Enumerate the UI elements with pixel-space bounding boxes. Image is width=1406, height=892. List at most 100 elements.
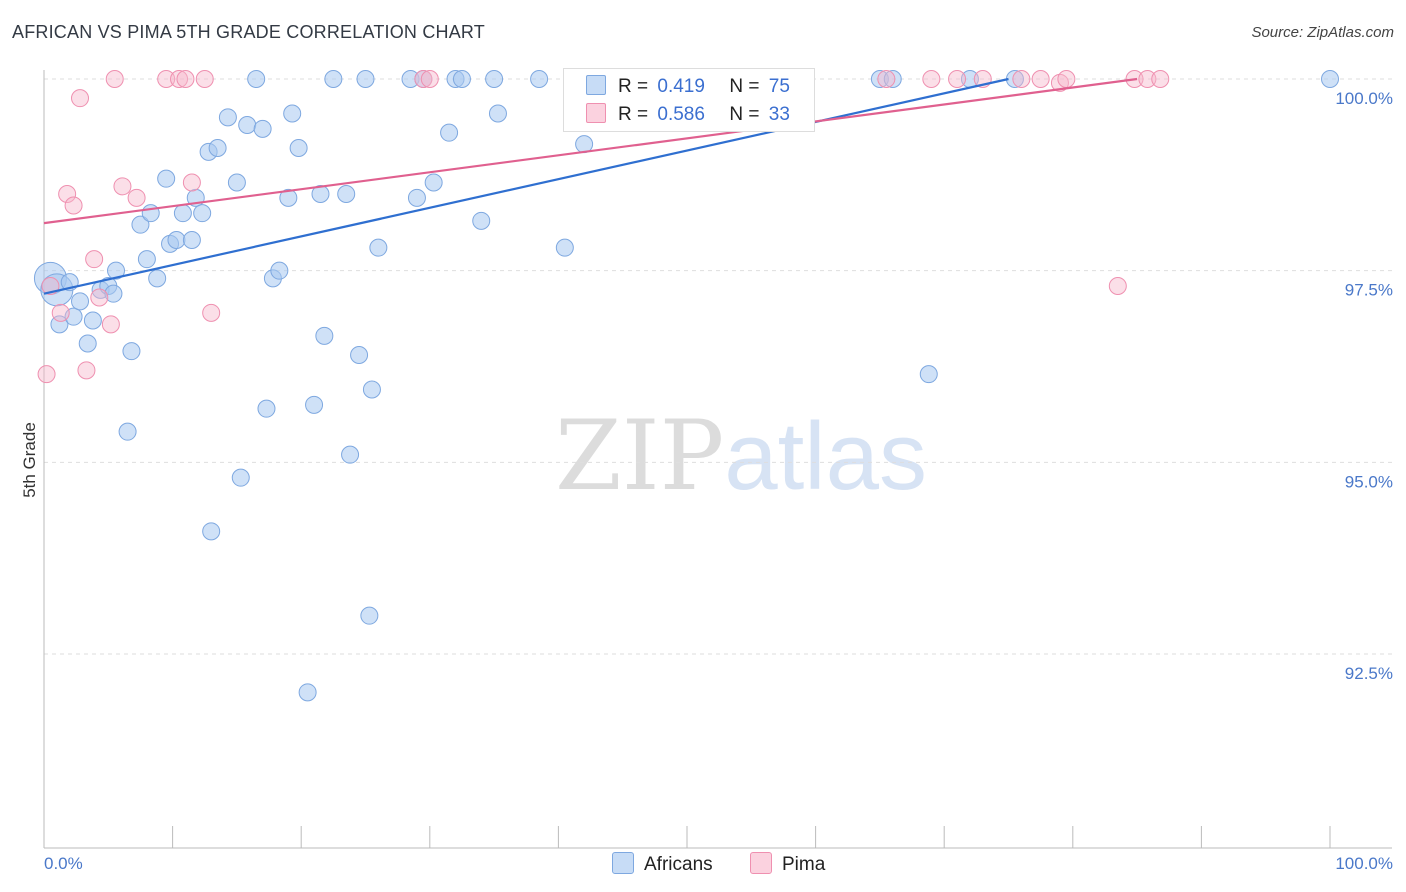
africans-point	[341, 445, 360, 464]
africans-point	[257, 399, 276, 418]
africans-point	[50, 315, 69, 334]
pima-n-value: 33	[768, 104, 790, 125]
pima-point	[922, 70, 941, 88]
africans-point	[118, 422, 137, 441]
pima-point	[948, 70, 967, 88]
data-points	[33, 70, 1339, 702]
pima-point	[414, 70, 433, 88]
bottom-legend-africans: Africans	[612, 852, 713, 876]
africans-point	[137, 250, 156, 269]
africans-point	[485, 70, 504, 88]
tick-labels: 92.5% 95.0% 97.5% 100.0% 0.0% 100.0%	[44, 89, 1393, 873]
africans-point	[356, 70, 375, 88]
africans-point	[104, 284, 123, 303]
africans-point	[472, 211, 491, 230]
africans-legend-label: Africans	[644, 854, 713, 875]
pima-point	[105, 70, 124, 88]
africans-point	[324, 70, 343, 88]
africans-trendline	[43, 77, 1009, 295]
africans-point	[369, 238, 388, 257]
pima-point	[1151, 70, 1170, 88]
pima-point	[195, 70, 214, 88]
africans-point	[530, 70, 549, 88]
legend-row-africans: R = 0.419 N = 75	[586, 75, 790, 98]
y-tick-label: 100.0%	[1335, 89, 1393, 108]
africans-point	[131, 215, 150, 234]
pima-point	[113, 177, 132, 196]
pima-swatch	[586, 103, 606, 123]
y-tick-label: 97.5%	[1345, 281, 1393, 300]
africans-point	[452, 70, 471, 88]
pima-point	[877, 70, 896, 88]
africans-point	[218, 108, 237, 127]
bottom-legend-pima: Pima	[750, 852, 825, 876]
africans-swatch	[586, 75, 606, 95]
legend-r-label: R =	[618, 104, 649, 125]
axes	[43, 70, 1392, 849]
pima-point	[170, 70, 189, 88]
africans-point	[78, 334, 97, 353]
x-tick-label: 0.0%	[44, 854, 83, 873]
grid-lines	[44, 78, 1392, 655]
pima-point	[157, 70, 176, 88]
pima-point	[420, 70, 439, 88]
africans-point	[337, 185, 356, 203]
africans-point	[193, 204, 212, 223]
africans-point	[247, 70, 266, 88]
watermark-zip: ZIP	[555, 400, 725, 512]
pima-r-value: 0.586	[657, 104, 705, 125]
africans-point	[208, 139, 227, 157]
x-tick-label: 100.0%	[1335, 854, 1393, 873]
africans-point	[279, 188, 298, 207]
africans-point	[1321, 70, 1339, 88]
pima-point	[77, 361, 96, 380]
legend-row-pima: R = 0.586 N = 33	[586, 103, 790, 126]
pima-point	[64, 196, 83, 215]
africans-legend-swatch	[612, 852, 634, 874]
pima-legend-label: Pima	[782, 854, 826, 875]
africans-point	[231, 468, 250, 487]
legend-r-label: R =	[618, 76, 649, 97]
pima-point	[202, 303, 221, 322]
pima-point	[1138, 70, 1157, 88]
watermark: ZIPatlas	[555, 400, 927, 512]
africans-point	[283, 104, 302, 123]
africans-point	[238, 116, 257, 134]
africans-point	[148, 269, 167, 288]
legend-n-label: N =	[729, 76, 760, 97]
legend-n-label: N =	[729, 104, 760, 125]
africans-point	[270, 261, 289, 280]
africans-point	[107, 261, 126, 280]
africans-point	[407, 188, 426, 207]
africans-point	[360, 606, 379, 625]
africans-point	[305, 395, 324, 414]
africans-point	[289, 139, 308, 157]
chart-title: AFRICAN VS PIMA 5TH GRADE CORRELATION CH…	[12, 22, 486, 42]
pima-point	[37, 365, 56, 384]
africans-point	[122, 342, 141, 361]
africans-point	[424, 173, 443, 192]
africans-point	[488, 104, 507, 123]
africans-point	[362, 380, 381, 399]
pima-point	[1057, 70, 1076, 88]
africans-n-value: 75	[768, 76, 790, 97]
pima-legend-swatch	[750, 852, 772, 874]
africans-point	[298, 683, 317, 702]
source-label: Source: ZipAtlas.com	[1251, 24, 1394, 41]
africans-point	[315, 326, 334, 345]
pima-point	[51, 303, 70, 322]
pima-point	[85, 250, 104, 269]
pima-point	[1031, 70, 1050, 88]
africans-point	[173, 204, 192, 223]
africans-point	[350, 346, 369, 364]
africans-point	[83, 311, 102, 330]
africans-r-value: 0.419	[657, 76, 705, 97]
africans-point	[253, 119, 272, 138]
correlation-legend: R = 0.419 N = 75 R = 0.586 N = 33	[563, 68, 815, 132]
pima-point	[101, 315, 120, 334]
y-tick-label: 92.5%	[1345, 664, 1393, 683]
africans-point	[202, 522, 221, 541]
africans-point	[440, 123, 459, 142]
trend-lines	[43, 77, 1138, 295]
